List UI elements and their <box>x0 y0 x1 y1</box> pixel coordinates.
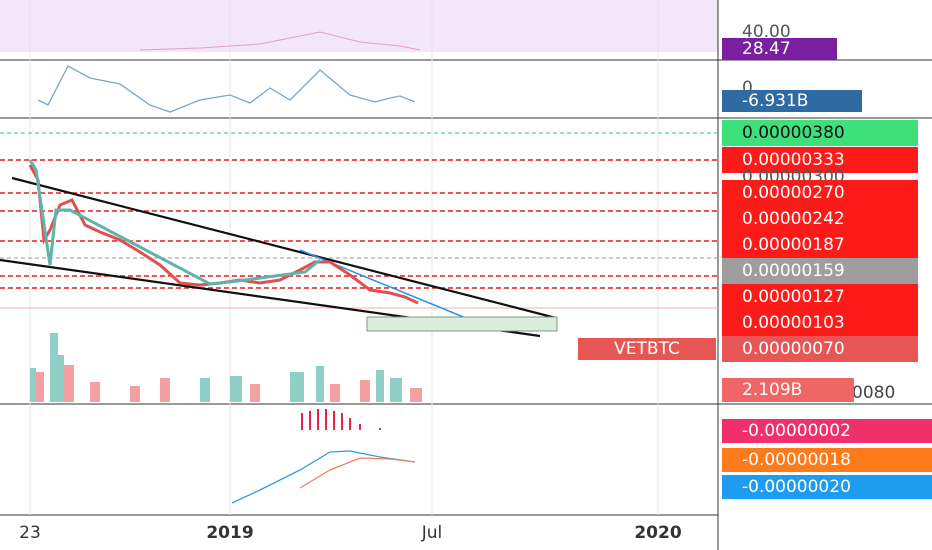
price-label: 0.00000380 <box>742 123 845 143</box>
oscillator-badge <box>722 90 862 112</box>
price-badge <box>722 180 918 206</box>
price-label: 0.00000270 <box>742 183 845 203</box>
volume-badge <box>722 378 854 402</box>
price-label: 0.00000159 <box>742 261 845 281</box>
price-label: 0.00000103 <box>742 313 845 333</box>
price-badge <box>722 232 918 258</box>
x-tick-label: Jul <box>421 523 443 543</box>
trend-line <box>11 176 557 320</box>
macd-label: -0.00000018 <box>742 450 851 470</box>
macd-label: -0.00000002 <box>742 421 851 441</box>
rsi-line <box>139 31 421 51</box>
x-tick-label: 2019 <box>206 523 253 543</box>
rsi-value: 28.47 <box>742 39 791 59</box>
macd-histogram <box>301 409 381 430</box>
volume-scale: 0080 <box>852 383 895 403</box>
macd-badge <box>722 448 932 472</box>
price-badge <box>722 310 918 336</box>
price-badge <box>722 336 918 362</box>
macd-label: -0.00000020 <box>742 477 851 497</box>
rsi-badge <box>722 38 837 60</box>
target-box <box>366 316 558 332</box>
x-tick-label: 23 <box>19 523 41 543</box>
oscillator-zero: 0 <box>742 78 753 98</box>
price-badge <box>722 258 918 284</box>
rsi-band <box>0 0 718 52</box>
price-candles <box>28 164 419 305</box>
oscillator-value: -6.931B <box>742 91 808 111</box>
price-label: 0.00000187 <box>742 235 845 255</box>
price-badge <box>722 147 918 173</box>
price-badge <box>722 284 918 310</box>
price-badge <box>722 120 918 146</box>
symbol-badge <box>578 338 716 360</box>
price-badge <box>722 206 918 232</box>
volume-bars-up <box>30 333 402 402</box>
x-tick-label: 2020 <box>634 523 681 543</box>
rsi-level: 40.00 <box>742 22 791 42</box>
macd-badge <box>722 419 932 443</box>
price-label: 0.00000070 <box>742 339 845 359</box>
price-label: 0.00000333 <box>742 150 845 170</box>
macd-badge <box>722 475 932 499</box>
symbol: VETBTC <box>614 339 680 359</box>
price-candles-up <box>28 159 321 286</box>
macd-line <box>231 450 416 504</box>
oscillator-line <box>37 65 416 113</box>
price-label: 0.00000127 <box>742 287 845 307</box>
price-label: 0.00000242 <box>742 209 845 229</box>
volume-value: 2.109B <box>742 380 802 400</box>
volume-bars <box>36 365 422 402</box>
signal-line <box>299 457 416 489</box>
level-lines <box>0 159 718 289</box>
